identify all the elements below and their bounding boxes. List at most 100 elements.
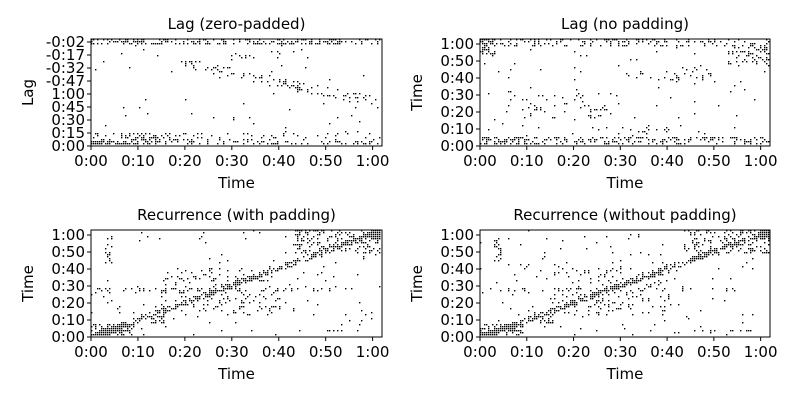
- cell: [536, 276, 538, 278]
- cell: [375, 39, 377, 41]
- cell: [371, 312, 373, 314]
- cell: [161, 322, 163, 324]
- cell: [704, 252, 706, 254]
- cell: [363, 234, 365, 236]
- cell: [251, 135, 253, 137]
- cell: [752, 238, 754, 240]
- cell: [748, 236, 750, 238]
- cell: [566, 141, 568, 143]
- cell: [111, 262, 113, 264]
- cell: [239, 39, 241, 41]
- cell: [750, 232, 752, 234]
- cell: [594, 294, 596, 296]
- x-tick-label: 0:00: [74, 152, 108, 170]
- cell: [696, 242, 698, 244]
- cell: [726, 290, 728, 292]
- cell: [197, 290, 199, 292]
- cell: [480, 51, 482, 53]
- cell: [301, 89, 303, 91]
- cell: [582, 298, 584, 300]
- cell: [297, 288, 299, 290]
- cell: [694, 258, 696, 260]
- cell: [760, 230, 762, 232]
- cell: [564, 137, 566, 139]
- cell: [520, 137, 522, 139]
- cell: [616, 141, 618, 143]
- cell: [742, 314, 744, 316]
- cell: [740, 81, 742, 83]
- cell: [612, 302, 614, 304]
- cell: [690, 139, 692, 141]
- cell: [556, 139, 558, 141]
- cell: [297, 230, 299, 232]
- x-tick-label: 0:00: [463, 152, 497, 170]
- cell: [618, 43, 620, 45]
- cell: [285, 81, 287, 83]
- cell: [219, 43, 221, 45]
- cell: [688, 260, 690, 262]
- cell: [508, 91, 510, 93]
- cell: [642, 41, 644, 43]
- cell: [227, 67, 229, 69]
- cell: [179, 292, 181, 294]
- cell: [155, 314, 157, 316]
- cell: [590, 115, 592, 117]
- cell: [650, 284, 652, 286]
- cell: [754, 47, 756, 49]
- cell: [371, 103, 373, 105]
- cell: [247, 139, 249, 141]
- cell: [590, 139, 592, 141]
- cell: [768, 59, 770, 61]
- cell: [293, 43, 295, 45]
- cell: [486, 324, 488, 326]
- cell: [718, 236, 720, 238]
- cell: [285, 127, 287, 129]
- y-tick-label: 0:50: [440, 243, 474, 261]
- cell: [644, 288, 646, 290]
- cell: [165, 308, 167, 310]
- cell: [732, 53, 734, 55]
- cell: [620, 308, 622, 310]
- cell: [578, 288, 580, 290]
- x-tick-label: 0:20: [168, 343, 202, 361]
- cell: [121, 135, 123, 137]
- cell: [309, 246, 311, 248]
- cell: [534, 316, 536, 318]
- cell: [752, 57, 754, 59]
- cell: [285, 131, 287, 133]
- cell: [490, 139, 492, 141]
- cell: [650, 286, 652, 288]
- y-tick-label: 0:30: [440, 86, 474, 104]
- cell: [504, 139, 506, 141]
- cell: [371, 141, 373, 143]
- cell: [494, 332, 496, 334]
- cell: [752, 250, 754, 252]
- cell: [628, 75, 630, 77]
- cell: [215, 292, 217, 294]
- cell: [760, 236, 762, 238]
- cell: [175, 300, 177, 302]
- cell: [632, 304, 634, 306]
- y-tick-label: 0:15: [51, 124, 85, 142]
- cell: [498, 254, 500, 256]
- cell: [119, 324, 121, 326]
- cell: [215, 306, 217, 308]
- x-tick-label: 0:30: [603, 152, 637, 170]
- cell: [239, 290, 241, 292]
- cell: [209, 43, 211, 45]
- cell: [277, 57, 279, 59]
- cell: [638, 274, 640, 276]
- cell: [568, 306, 570, 308]
- cell: [215, 288, 217, 290]
- cell: [355, 141, 357, 143]
- cell: [642, 298, 644, 300]
- cell: [121, 328, 123, 330]
- cell: [107, 43, 109, 45]
- cell: [672, 266, 674, 268]
- cell: [594, 139, 596, 141]
- cell: [592, 294, 594, 296]
- cell: [652, 272, 654, 274]
- cell: [612, 252, 614, 254]
- subplot-3: Recurrence (with padding)0:00 0:10 0:20 0:3…: [19, 206, 389, 383]
- cell: [684, 264, 686, 266]
